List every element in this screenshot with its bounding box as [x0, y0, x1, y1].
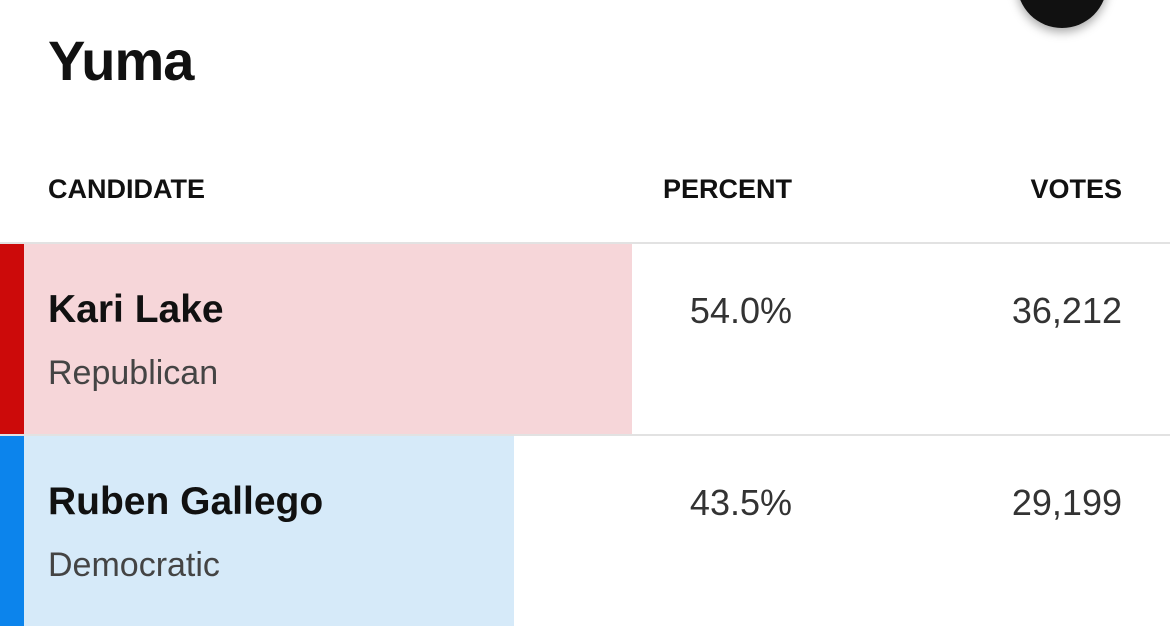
votes: 36,212: [1011, 290, 1122, 331]
party-stripe: [0, 436, 24, 626]
party-stripe: [0, 244, 24, 434]
column-header: VOTES: [1030, 174, 1122, 204]
percent-bar: [24, 436, 514, 626]
percent: 54.0%: [689, 290, 792, 331]
percent-bar: [24, 244, 633, 434]
column-header: PERCENT: [662, 174, 792, 204]
candidate-name: Ruben Gallego: [48, 480, 324, 523]
candidate-row: Kari Lake Republican 54.0% 36,212: [0, 242, 1170, 434]
candidate-row: Ruben Gallego Democratic 43.5% 29,199: [0, 434, 1170, 626]
candidate-name: Kari Lake: [48, 288, 224, 331]
percent: 43.5%: [689, 482, 792, 523]
votes: 29,199: [1011, 482, 1122, 523]
menu-button[interactable]: [1017, 0, 1107, 28]
title: Yuma: [48, 29, 194, 92]
party-name: Democratic: [48, 546, 220, 584]
column-header: CANDIDATE: [48, 174, 205, 204]
party-name: Republican: [48, 354, 219, 392]
